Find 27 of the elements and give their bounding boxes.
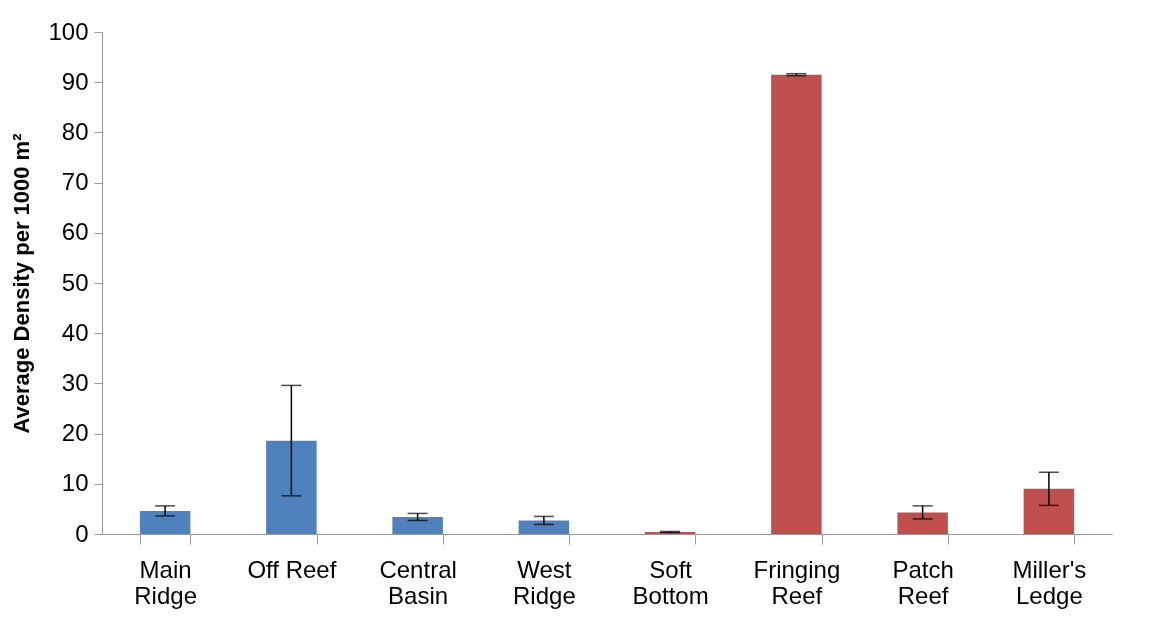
x-tick-label: West Ridge xyxy=(513,555,576,609)
y-tick-label: 20 xyxy=(61,419,89,447)
x-tick-label: Central Basin xyxy=(379,555,457,609)
y-tick-label: 100 xyxy=(48,17,89,45)
bar xyxy=(266,440,317,534)
bar xyxy=(771,74,822,534)
y-tick-label: 30 xyxy=(61,368,89,396)
bar xyxy=(1023,488,1075,534)
y-tick-label: 40 xyxy=(61,318,89,346)
bar xyxy=(139,510,191,534)
y-tick-label: 60 xyxy=(61,218,89,246)
y-tick-label: 80 xyxy=(61,117,89,145)
x-tick-label: Fringing Reef xyxy=(753,555,841,609)
x-tick-label: Off Reef xyxy=(247,555,337,583)
bar xyxy=(518,520,570,534)
y-tick-label: 0 xyxy=(75,519,89,547)
y-axis-title: Average Density per 1000 m² xyxy=(9,133,35,434)
x-tick-label: Main Ridge xyxy=(134,555,197,609)
x-tick-label: Patch Reef xyxy=(892,555,954,609)
x-tick-label: Miller's Ledge xyxy=(1012,555,1087,609)
x-tick-label: Soft Bottom xyxy=(632,555,709,609)
y-tick-label: 90 xyxy=(61,67,89,95)
y-tick-label: 70 xyxy=(61,168,89,196)
bar xyxy=(392,516,443,534)
y-tick-label: 10 xyxy=(61,469,89,497)
y-tick-label: 50 xyxy=(61,268,89,296)
bar xyxy=(897,512,948,534)
